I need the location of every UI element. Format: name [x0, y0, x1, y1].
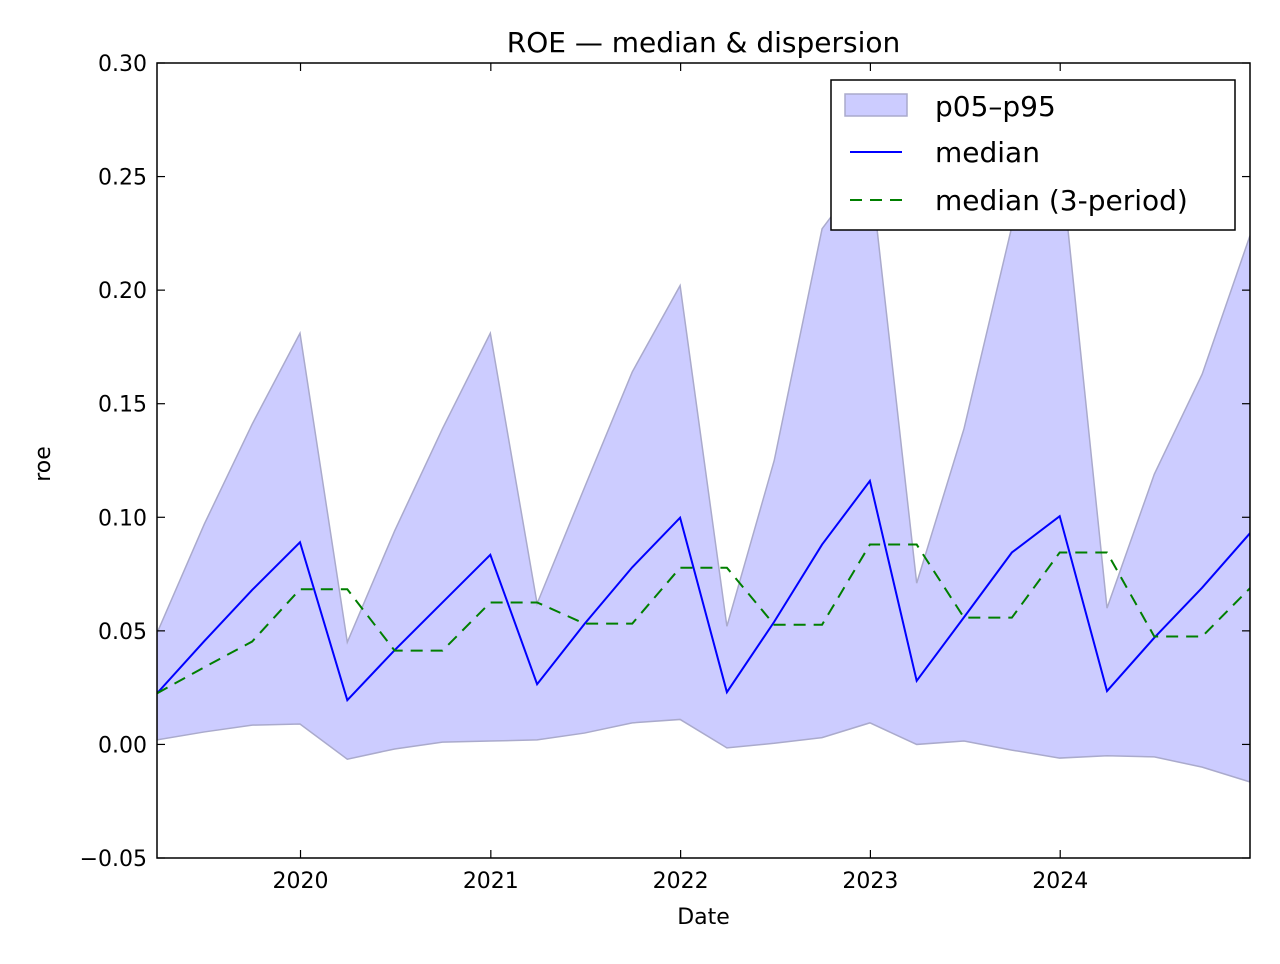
legend: p05–p95 median median (3-period)	[830, 79, 1236, 231]
band-p05-p95	[157, 147, 1250, 783]
legend-label-median: median	[935, 136, 1040, 169]
legend-swatch-band	[844, 93, 908, 117]
x-tick-label: 2020	[273, 869, 329, 894]
x-axis-label: Date	[677, 905, 730, 930]
chart-title: ROE — median & dispersion	[507, 26, 900, 59]
y-tick-label: 0.05	[98, 620, 147, 645]
y-axis-label: roe	[31, 446, 56, 482]
y-tick-label: 0.20	[98, 279, 147, 304]
x-tick-label: 2023	[842, 869, 898, 894]
y-tick-label: −0.05	[80, 847, 147, 872]
plot-frame	[156, 62, 1251, 859]
y-tick-label: 0.30	[98, 52, 147, 77]
y-tick-label: 0.15	[98, 393, 147, 418]
plot-area	[157, 147, 1250, 783]
legend-label-rolling: median (3-period)	[935, 184, 1188, 217]
series-line-median	[157, 478, 1250, 703]
y-tick-label: 0.25	[98, 166, 147, 191]
x-tick-label: 2021	[463, 869, 519, 894]
y-tick-label: 0.10	[98, 506, 147, 531]
x-tick-label: 2024	[1032, 869, 1088, 894]
x-tick-label: 2022	[653, 869, 709, 894]
y-tick-label: 0.00	[98, 733, 147, 758]
series-line-median-3-period	[157, 543, 1250, 695]
legend-label-band: p05–p95	[935, 90, 1056, 123]
